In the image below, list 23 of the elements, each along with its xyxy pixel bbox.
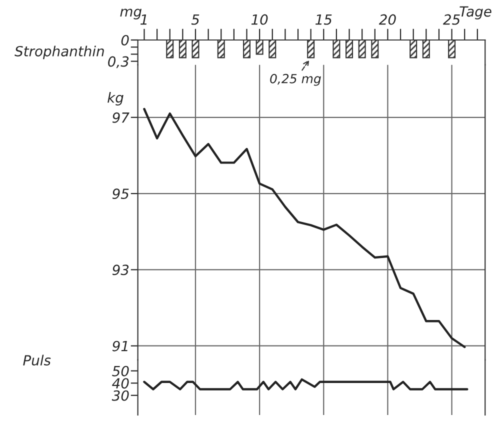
y-tick-label: 97 xyxy=(112,112,130,123)
x-tick-label: 1 xyxy=(140,14,147,25)
text: Strophanthin xyxy=(14,46,104,60)
y-axis-title: Puls xyxy=(23,354,51,366)
y-tick-label: 30 xyxy=(112,390,129,401)
y-tick-label: 0 xyxy=(121,34,129,46)
y-axis-title: kg xyxy=(108,92,124,106)
y-tick-label: 95 xyxy=(112,188,129,200)
x-tick-label: 5 xyxy=(191,14,200,25)
x-tick-label: 20 xyxy=(378,14,396,25)
y-tick-label: 50 xyxy=(112,366,129,376)
x-axis-title: Tage xyxy=(460,6,492,20)
y-tick-label: 40 xyxy=(112,378,129,389)
y-tick-label: 0,3 xyxy=(108,56,129,68)
annotation: 0,25 mg xyxy=(270,74,321,86)
y-axis-title: mg xyxy=(120,8,142,20)
line-series xyxy=(143,378,468,390)
x-tick-label: 25 xyxy=(443,14,460,25)
x-tick-label: 15 xyxy=(315,14,332,25)
line-series xyxy=(143,108,466,348)
x-tick-label: 10 xyxy=(251,14,268,25)
y-tick-label: 93 xyxy=(112,264,129,276)
y-tick-label: 91 xyxy=(112,340,128,352)
